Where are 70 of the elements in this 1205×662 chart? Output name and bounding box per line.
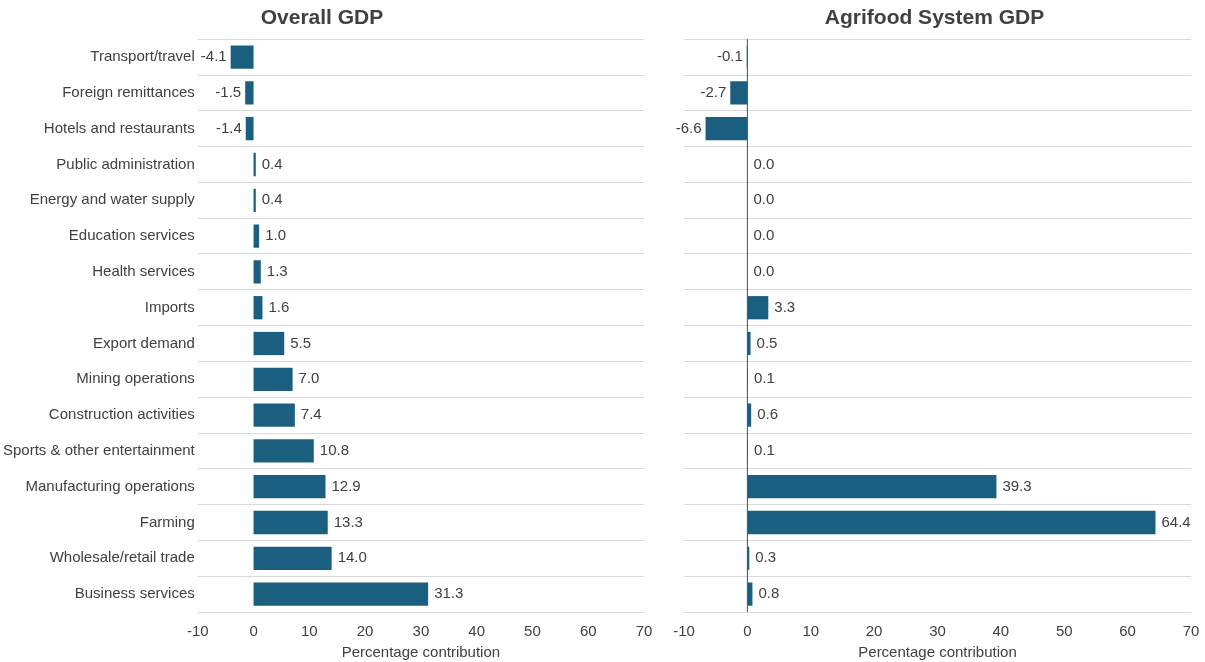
y-tick-label: Mining operations <box>76 369 195 387</box>
data-label: 1.6 <box>268 297 290 315</box>
data-label: -4.1 <box>200 47 227 65</box>
data-label: 0.1 <box>754 369 775 387</box>
data-label: 0.3 <box>755 548 777 566</box>
y-tick-label: Energy and water supply <box>29 190 196 208</box>
x-tick-label: 60 <box>579 622 597 640</box>
x-tick-label: -10 <box>186 622 209 640</box>
x-tick-label: 40 <box>992 622 1010 640</box>
x-tick-label: 70 <box>635 622 653 640</box>
x-axis-title: Percentage contribution <box>858 643 1017 661</box>
x-tick-label: 10 <box>802 622 820 640</box>
x-tick-label: 20 <box>356 622 374 640</box>
x-tick-label: 60 <box>1119 622 1136 640</box>
data-label: 1.3 <box>266 262 288 280</box>
data-label: 0.1 <box>754 441 775 459</box>
data-label: 10.8 <box>319 441 349 459</box>
data-label: 0.0 <box>753 262 775 280</box>
data-label: 0.6 <box>757 405 779 423</box>
y-tick-label: Foreign remittances <box>62 83 195 101</box>
x-tick-label: 30 <box>412 622 430 640</box>
x-tick-label: 50 <box>1055 622 1073 640</box>
x-axis-title: Percentage contribution <box>341 643 501 661</box>
data-label: 7.4 <box>300 405 322 423</box>
data-label: 31.3 <box>434 584 464 602</box>
data-label: 1.0 <box>265 226 286 244</box>
chart-title: Overall GDP <box>260 5 384 29</box>
data-label: 0.4 <box>261 154 283 172</box>
y-tick-label: Export demand <box>93 333 195 351</box>
x-tick-label: 70 <box>1182 622 1200 640</box>
data-label: 0.5 <box>756 333 778 351</box>
data-label: -2.7 <box>700 83 727 101</box>
data-label: 3.3 <box>774 297 796 315</box>
x-tick-label: 20 <box>865 622 883 640</box>
y-tick-label: Farming <box>139 512 195 530</box>
chart-title: Agrifood System GDP <box>824 5 1045 29</box>
data-label: 0.0 <box>753 226 775 244</box>
data-label: 7.0 <box>298 369 320 387</box>
data-label: 13.3 <box>333 512 363 530</box>
y-tick-label: Public administration <box>56 154 195 172</box>
y-tick-label: Education services <box>68 226 195 244</box>
y-tick-label: Manufacturing operations <box>25 476 195 494</box>
data-label: 0.8 <box>758 584 780 602</box>
data-label: -6.6 <box>675 118 702 136</box>
data-label: 0.0 <box>753 190 775 208</box>
x-tick-label: 0 <box>743 622 752 640</box>
y-tick-label: Sports & other entertainment <box>2 441 196 459</box>
x-tick-label: -10 <box>673 622 695 640</box>
data-label: 14.0 <box>337 548 367 566</box>
y-tick-label: Transport/travel <box>90 47 195 65</box>
data-label: 5.5 <box>290 333 312 351</box>
x-tick-label: 50 <box>524 622 541 640</box>
data-label: 0.0 <box>753 154 775 172</box>
y-tick-label: Health services <box>92 262 195 280</box>
y-tick-label: Imports <box>144 297 195 315</box>
x-tick-label: 0 <box>249 622 258 640</box>
x-tick-label: 10 <box>300 622 318 640</box>
x-tick-label: 30 <box>929 622 946 640</box>
data-label: 64.4 <box>1161 512 1191 530</box>
data-label: -0.1 <box>716 47 743 65</box>
y-tick-label: Business services <box>74 584 195 602</box>
data-label: -1.5 <box>215 83 242 101</box>
x-tick-label: 40 <box>468 622 486 640</box>
y-tick-label: Wholesale/retail trade <box>49 548 195 566</box>
y-tick-label: Hotels and restaurants <box>43 118 195 136</box>
data-label: -1.4 <box>215 118 242 136</box>
data-label: 0.4 <box>261 190 283 208</box>
y-tick-label: Construction activities <box>48 405 195 423</box>
data-label: 39.3 <box>1002 476 1032 494</box>
data-label: 12.9 <box>331 476 361 494</box>
